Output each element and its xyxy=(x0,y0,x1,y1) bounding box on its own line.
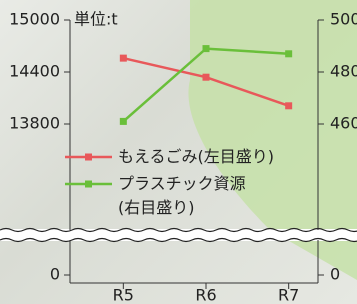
y-tick-label: 13800 xyxy=(9,114,60,133)
x-tick-label: R7 xyxy=(278,286,299,304)
point xyxy=(285,102,292,109)
legend-marker xyxy=(85,181,92,188)
point xyxy=(285,50,292,57)
y-tick-label: 0 xyxy=(50,265,60,284)
point xyxy=(120,55,127,62)
x-tick-label: R5 xyxy=(113,286,134,304)
x-tick-label: R6 xyxy=(195,286,216,304)
y2-tick-label: 500 xyxy=(330,10,357,29)
y2-tick-label: 480 xyxy=(330,62,357,81)
point xyxy=(120,118,127,125)
point xyxy=(203,74,210,81)
y2-tick-label: 460 xyxy=(330,114,357,133)
legend-label: プラスチック資源 (右目盛り) xyxy=(118,172,246,220)
legend-marker xyxy=(85,154,92,161)
point xyxy=(203,45,210,52)
chart-page: 単位:t 0 13800 14400 15000 0 460 480 500 R5 R6 R7 もえ… xyxy=(0,0,357,304)
y-tick-label: 15000 xyxy=(9,10,60,29)
y2-tick-label: 0 xyxy=(330,265,340,284)
legend-label: もえるごみ(左目盛り) xyxy=(118,145,274,169)
y-tick-label: 14400 xyxy=(9,62,60,81)
unit-label: 単位:t xyxy=(74,10,118,29)
